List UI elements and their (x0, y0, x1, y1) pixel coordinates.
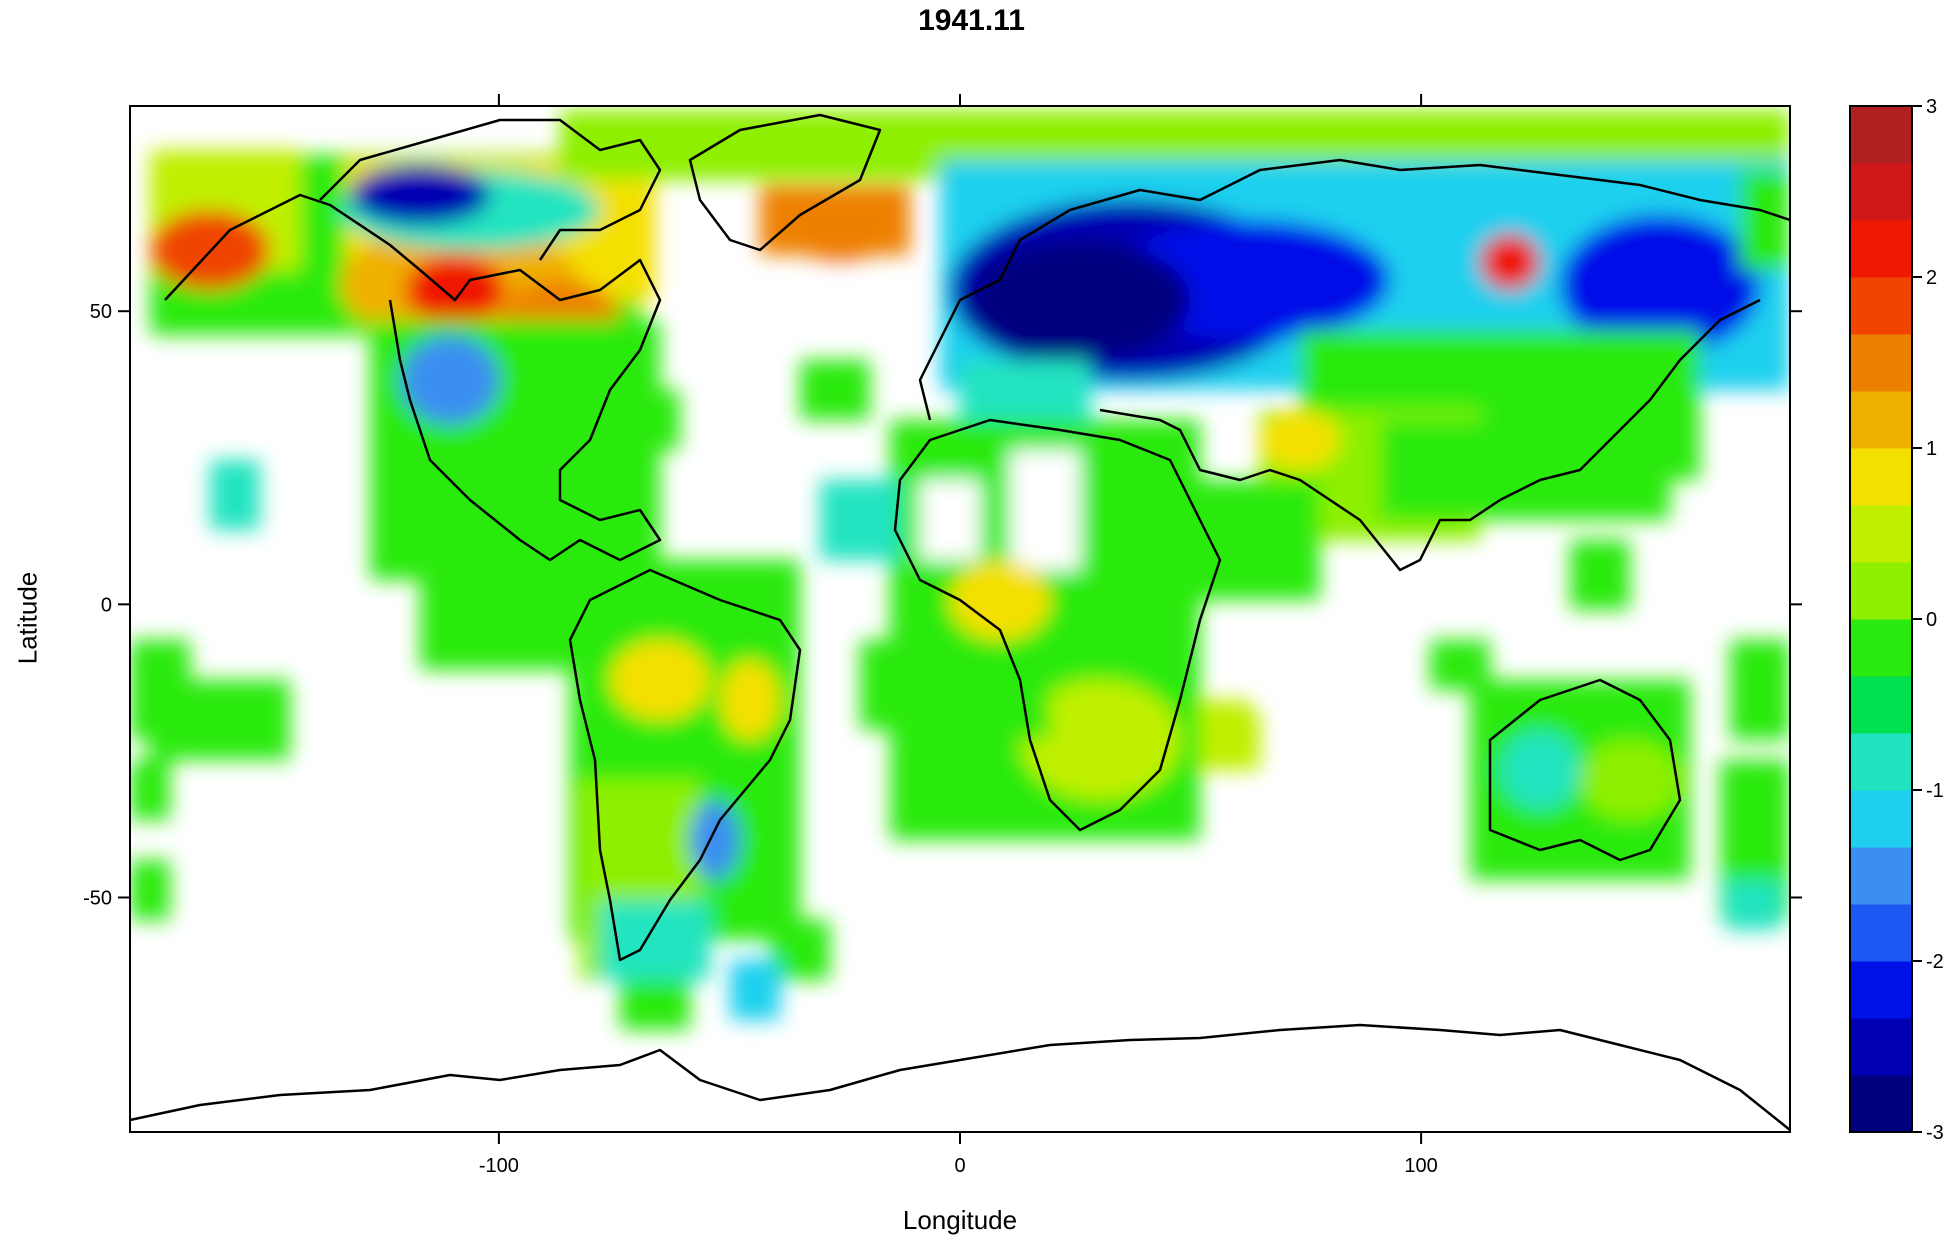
x-tick-label: -100 (479, 1155, 519, 1177)
colorbar-swatch (1850, 961, 1912, 1019)
y-axis: 50 0 -50 (83, 301, 1802, 909)
x-tick-label: 100 (1404, 1155, 1437, 1177)
colorbar-swatch (1850, 790, 1912, 848)
colorbar-swatch (1850, 733, 1912, 791)
colorbar-tick-label: 0 (1926, 609, 1937, 631)
colorbar-swatch (1850, 505, 1912, 563)
colorbar-tick-label: -2 (1926, 951, 1943, 973)
x-axis: -100 0 100 (479, 94, 1438, 1177)
colorbar-swatch (1850, 1018, 1912, 1076)
colorbar-swatch (1850, 163, 1912, 221)
colorbar-tick-label: 3 (1926, 96, 1937, 118)
colorbar-swatch (1850, 676, 1912, 734)
colorbar-swatch (1850, 1075, 1912, 1133)
colorbar-swatch (1850, 847, 1912, 905)
colorbar-swatch (1850, 619, 1912, 677)
colorbar-swatch (1850, 904, 1912, 962)
colorbar-tick-label: -1 (1926, 780, 1943, 802)
colorbar-tick-label: 1 (1926, 438, 1937, 460)
colorbar-swatch (1850, 334, 1912, 392)
anomaly-field (130, 110, 1790, 1030)
y-tick-label: -50 (83, 887, 112, 909)
chart-title: 1941.11 (918, 4, 1025, 37)
colorbar-swatch (1850, 562, 1912, 620)
y-tick-label: 50 (90, 301, 112, 323)
colorbar-swatch (1850, 220, 1912, 278)
colorbar-tick-label: 2 (1926, 267, 1937, 289)
colorbar-swatch (1850, 106, 1912, 164)
colorbar-swatch (1850, 391, 1912, 449)
x-axis-label: Longitude (902, 1205, 1018, 1235)
y-tick-label: 0 (101, 594, 112, 616)
coastlines (129, 113, 1791, 1131)
y-axis-label: Latitude (12, 571, 43, 665)
colorbar-swatch (1850, 277, 1912, 335)
colorbar: 3 2 1 0 -1 -2 -3 (1849, 96, 1943, 1144)
x-tick-label: 0 (954, 1155, 965, 1177)
colorbar-swatch (1850, 448, 1912, 506)
colorbar-tick-label: -3 (1926, 1122, 1943, 1144)
